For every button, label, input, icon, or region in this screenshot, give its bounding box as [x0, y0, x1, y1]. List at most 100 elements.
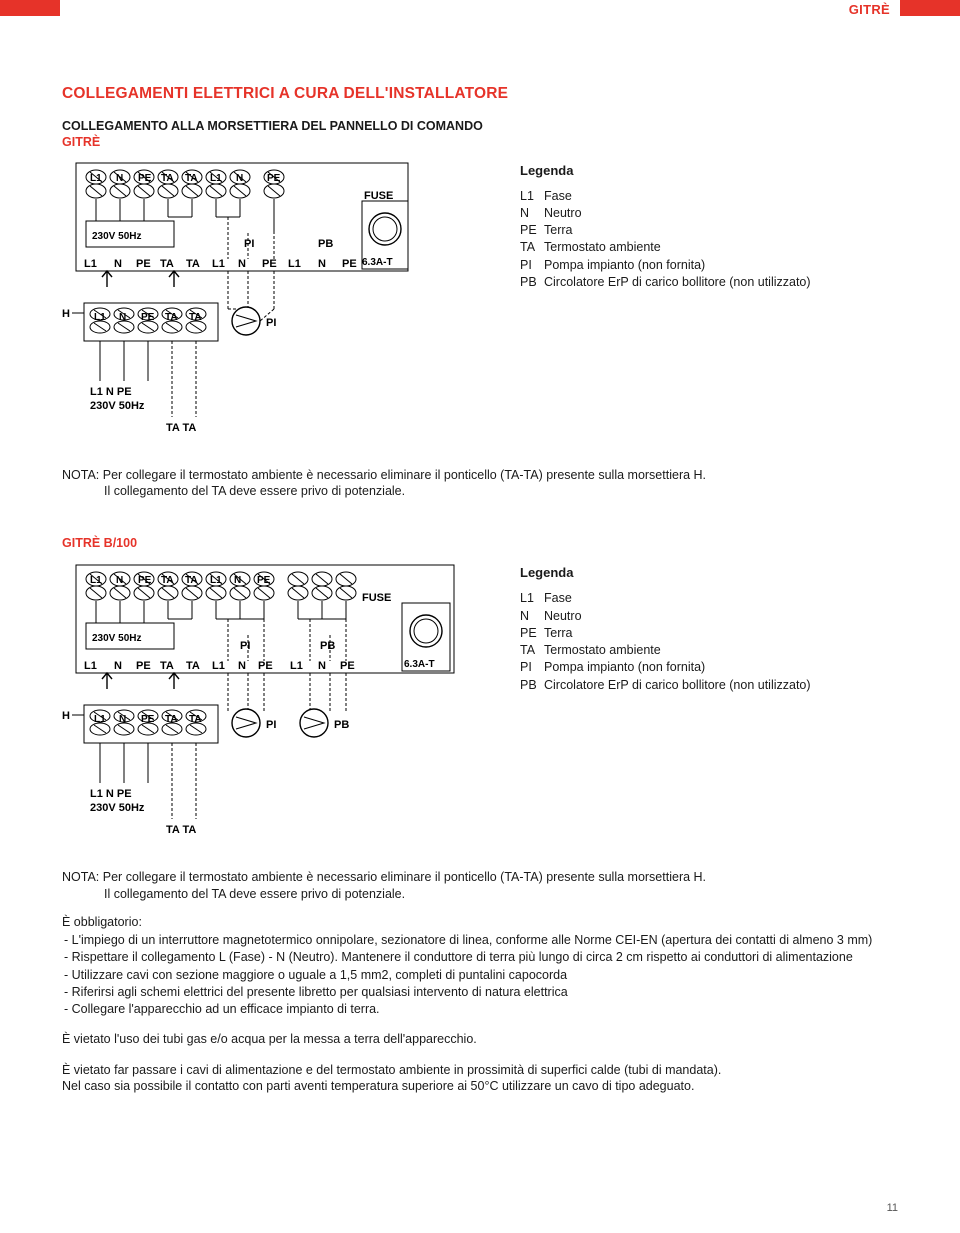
- svg-text:N: N: [114, 660, 122, 672]
- svg-text:PE: PE: [262, 258, 277, 270]
- section2-nota: NOTA: Per collegare il termostato ambien…: [62, 869, 898, 902]
- svg-text:L1: L1: [84, 660, 97, 672]
- svg-text:TA: TA: [165, 312, 178, 323]
- page-number: 11: [887, 1201, 898, 1215]
- svg-text:N: N: [119, 312, 126, 323]
- legend-title: Legenda: [520, 163, 898, 180]
- svg-text:TA: TA: [189, 714, 202, 725]
- svg-text:PB: PB: [320, 640, 335, 652]
- header-bars: [0, 0, 960, 16]
- svg-text:230V 50Hz: 230V 50Hz: [90, 400, 145, 412]
- svg-text:N: N: [236, 173, 243, 184]
- page-content: COLLEGAMENTI ELETTRICI A CURA DELL'INSTA…: [0, 0, 960, 1094]
- section1-legend: Legenda L1Fase NNeutro PETerra TATermost…: [520, 159, 898, 291]
- section1-nota: NOTA: Per collegare il termostato ambien…: [62, 467, 898, 500]
- svg-text:PE: PE: [138, 575, 152, 586]
- svg-text:L1: L1: [290, 660, 303, 672]
- svg-text:TA: TA: [160, 258, 174, 270]
- svg-text:PE: PE: [257, 575, 271, 586]
- svg-text:TA: TA: [186, 258, 200, 270]
- svg-text:PI: PI: [244, 238, 254, 250]
- brand-label: GITRÈ: [849, 2, 890, 19]
- legend-val: Fase: [544, 189, 572, 203]
- svg-text:PE: PE: [141, 312, 155, 323]
- svg-text:N: N: [318, 660, 326, 672]
- svg-text:N: N: [234, 575, 241, 586]
- svg-text:L1: L1: [90, 575, 102, 586]
- svg-text:TA: TA: [160, 660, 174, 672]
- svg-text:PE: PE: [141, 714, 155, 725]
- svg-text:PE: PE: [136, 258, 151, 270]
- svg-text:FUSE: FUSE: [364, 190, 393, 202]
- oblig-item: L'impiego di un interruttore magnetoterm…: [62, 932, 898, 948]
- svg-text:230V 50Hz: 230V 50Hz: [92, 231, 141, 242]
- svg-text:L1 N PE: L1 N PE: [90, 788, 132, 800]
- svg-text:TA: TA: [189, 312, 202, 323]
- accent-bar-right: [900, 0, 960, 16]
- svg-text:TA: TA: [165, 714, 178, 725]
- legend-key: L1: [520, 188, 544, 204]
- svg-text:PI: PI: [240, 640, 250, 652]
- svg-text:FUSE: FUSE: [362, 592, 391, 604]
- svg-text:PE: PE: [267, 173, 281, 184]
- svg-text:N: N: [119, 714, 126, 725]
- section2-brand: GITRÈ B/100: [62, 535, 898, 551]
- svg-text:TA: TA: [161, 575, 174, 586]
- svg-text:TA: TA: [185, 173, 198, 184]
- accent-bar-left: [0, 0, 60, 16]
- svg-text:6.3A-T: 6.3A-T: [362, 257, 393, 268]
- section2-diagram: L1 N PE TA TA L1 N PE 230V 50Hz PI PB: [62, 561, 492, 851]
- oblig-item: Collegare l'apparecchio ad un efficace i…: [62, 1001, 898, 1017]
- svg-text:PE: PE: [342, 258, 357, 270]
- svg-text:TA: TA: [186, 660, 200, 672]
- section-1: COLLEGAMENTO ALLA MORSETTIERA DEL PANNEL…: [62, 118, 898, 499]
- svg-text:L1 N PE: L1 N PE: [90, 386, 132, 398]
- vietato-1: È vietato l'uso dei tubi gas e/o acqua p…: [62, 1031, 898, 1047]
- svg-text:L1: L1: [288, 258, 301, 270]
- svg-text:L1: L1: [84, 258, 97, 270]
- svg-text:TA TA: TA TA: [166, 824, 196, 836]
- svg-text:L1: L1: [90, 173, 102, 184]
- page-title: COLLEGAMENTI ELETTRICI A CURA DELL'INSTA…: [62, 84, 898, 104]
- obbligatorio-head: È obbligatorio:: [62, 914, 898, 930]
- section2-legend: Legenda L1Fase NNeutro PETerra TATermost…: [520, 561, 898, 693]
- svg-text:L1: L1: [210, 173, 222, 184]
- svg-text:N: N: [116, 173, 123, 184]
- section1-brand: GITRÈ: [62, 134, 898, 150]
- svg-text:N: N: [238, 258, 246, 270]
- svg-text:PI: PI: [266, 719, 276, 731]
- svg-text:PB: PB: [334, 719, 349, 731]
- section1-subtitle: COLLEGAMENTO ALLA MORSETTIERA DEL PANNEL…: [62, 118, 898, 134]
- svg-text:PE: PE: [340, 660, 355, 672]
- svg-text:N: N: [318, 258, 326, 270]
- oblig-item: Utilizzare cavi con sezione maggiore o u…: [62, 967, 898, 983]
- svg-text:TA: TA: [161, 173, 174, 184]
- svg-text:N: N: [116, 575, 123, 586]
- svg-text:L1: L1: [212, 660, 225, 672]
- section-2: GITRÈ B/100: [62, 535, 898, 902]
- svg-text:N: N: [238, 660, 246, 672]
- svg-text:TA: TA: [185, 575, 198, 586]
- svg-text:N: N: [114, 258, 122, 270]
- svg-text:230V 50Hz: 230V 50Hz: [92, 633, 141, 644]
- svg-text:PB: PB: [318, 238, 333, 250]
- svg-text:L1: L1: [212, 258, 225, 270]
- svg-text:PI: PI: [266, 317, 276, 329]
- section1-diagram: L1 N PE TA TA L1 N PE 230V 50Hz: [62, 159, 492, 449]
- svg-text:6.3A-T: 6.3A-T: [404, 659, 435, 670]
- svg-text:230V 50Hz: 230V 50Hz: [90, 802, 145, 814]
- svg-text:H: H: [62, 308, 70, 320]
- svg-text:PE: PE: [138, 173, 152, 184]
- terminal-row-top: L1 N PE TA TA L1 N PE: [86, 170, 284, 198]
- svg-text:PE: PE: [258, 660, 273, 672]
- obbligatorio-block: È obbligatorio: L'impiego di un interrut…: [62, 914, 898, 1018]
- vietato-2: È vietato far passare i cavi di alimenta…: [62, 1062, 898, 1095]
- svg-text:PE: PE: [136, 660, 151, 672]
- oblig-item: Riferirsi agli schemi elettrici del pres…: [62, 984, 898, 1000]
- svg-text:H: H: [62, 710, 70, 722]
- svg-text:L1: L1: [94, 312, 106, 323]
- svg-text:TA TA: TA TA: [166, 422, 196, 434]
- svg-text:L1: L1: [94, 714, 106, 725]
- svg-text:L1: L1: [210, 575, 222, 586]
- oblig-item: Rispettare il collegamento L (Fase) - N …: [62, 949, 898, 965]
